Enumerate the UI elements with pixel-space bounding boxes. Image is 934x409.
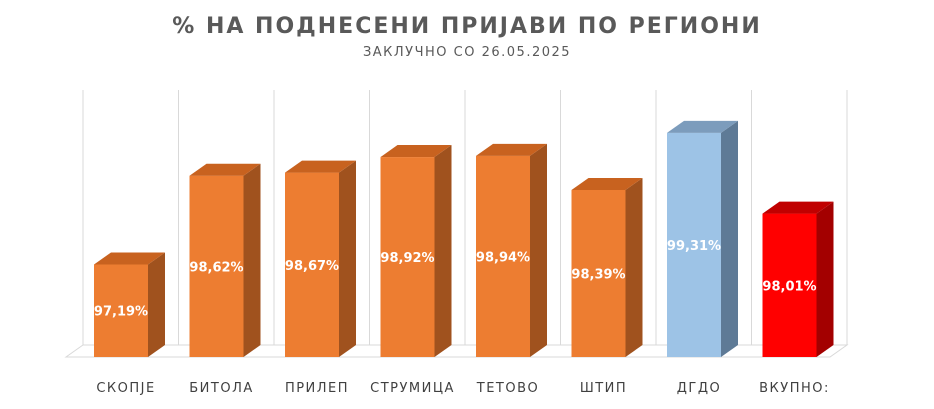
- category-label: БИТОЛА: [189, 381, 254, 396]
- bar-top: [94, 252, 165, 265]
- bar-side: [625, 177, 643, 357]
- bar-top: [667, 120, 738, 133]
- category-label: ШТИП: [580, 381, 627, 396]
- bar-top: [571, 177, 643, 190]
- data-label: 98,01%: [762, 279, 816, 294]
- category-label: ВКУПНО:: [759, 381, 830, 396]
- bar-side: [339, 160, 356, 357]
- chart-subtitle: ЗАКЛУЧНО СО 26.05.2025: [362, 45, 572, 60]
- gridlines: [82, 90, 848, 345]
- bar-front: [285, 172, 339, 357]
- chart-title: % НА ПОДНЕСЕНИ ПРИЈАВИ ПО РЕГИОНИ: [172, 14, 762, 39]
- bar-front: [667, 132, 721, 357]
- data-label: 98,67%: [285, 259, 339, 274]
- category-labels: СКОПЈЕ БИТОЛА ПРИЛЕП СТРУМИЦА ТЕТОВО ШТИП ДГДО…: [96, 381, 830, 396]
- bar-top: [285, 160, 356, 173]
- bar-top: [762, 201, 834, 214]
- data-label: 98,39%: [571, 267, 625, 282]
- bar-side: [243, 163, 261, 357]
- bar-side: [816, 201, 834, 357]
- bar-top: [189, 163, 261, 176]
- data-label: 99,31%: [667, 239, 721, 254]
- bar-front: [476, 155, 530, 357]
- bar: 98,62%: [189, 163, 261, 357]
- data-label: 97,19%: [94, 305, 148, 320]
- bar-front: [762, 213, 817, 357]
- bar-side: [530, 143, 547, 357]
- bar-front: [94, 264, 148, 357]
- category-label: СКОПЈЕ: [96, 381, 155, 396]
- category-label: ТЕТОВО: [476, 381, 539, 396]
- bar: 99,31%: [667, 120, 738, 358]
- bar-top: [476, 143, 547, 156]
- bar-side: [721, 120, 738, 358]
- data-label: 98,92%: [380, 251, 434, 266]
- data-label: 98,62%: [189, 260, 243, 275]
- bar-front: [380, 157, 435, 357]
- data-label: 98,94%: [476, 250, 530, 265]
- bar-front: [571, 189, 626, 357]
- bar: 98,94%: [476, 143, 547, 357]
- category-label: ДГДО: [677, 381, 721, 396]
- bars: 97,19% 98,62% 98,67% 98,92% 98,94% 98,39% 99,3…: [94, 120, 834, 358]
- bar: 98,39%: [571, 177, 643, 357]
- bar: 98,01%: [762, 201, 834, 357]
- category-label: СТРУМИЦА: [370, 381, 455, 396]
- bar-front: [189, 175, 244, 357]
- bar: 98,92%: [380, 145, 452, 357]
- bar: 98,67%: [285, 160, 356, 357]
- bar-side: [434, 145, 452, 357]
- bar: 97,19%: [94, 252, 165, 357]
- category-label: ПРИЛЕП: [285, 381, 349, 396]
- bar-side: [148, 252, 165, 357]
- bar-top: [380, 145, 452, 158]
